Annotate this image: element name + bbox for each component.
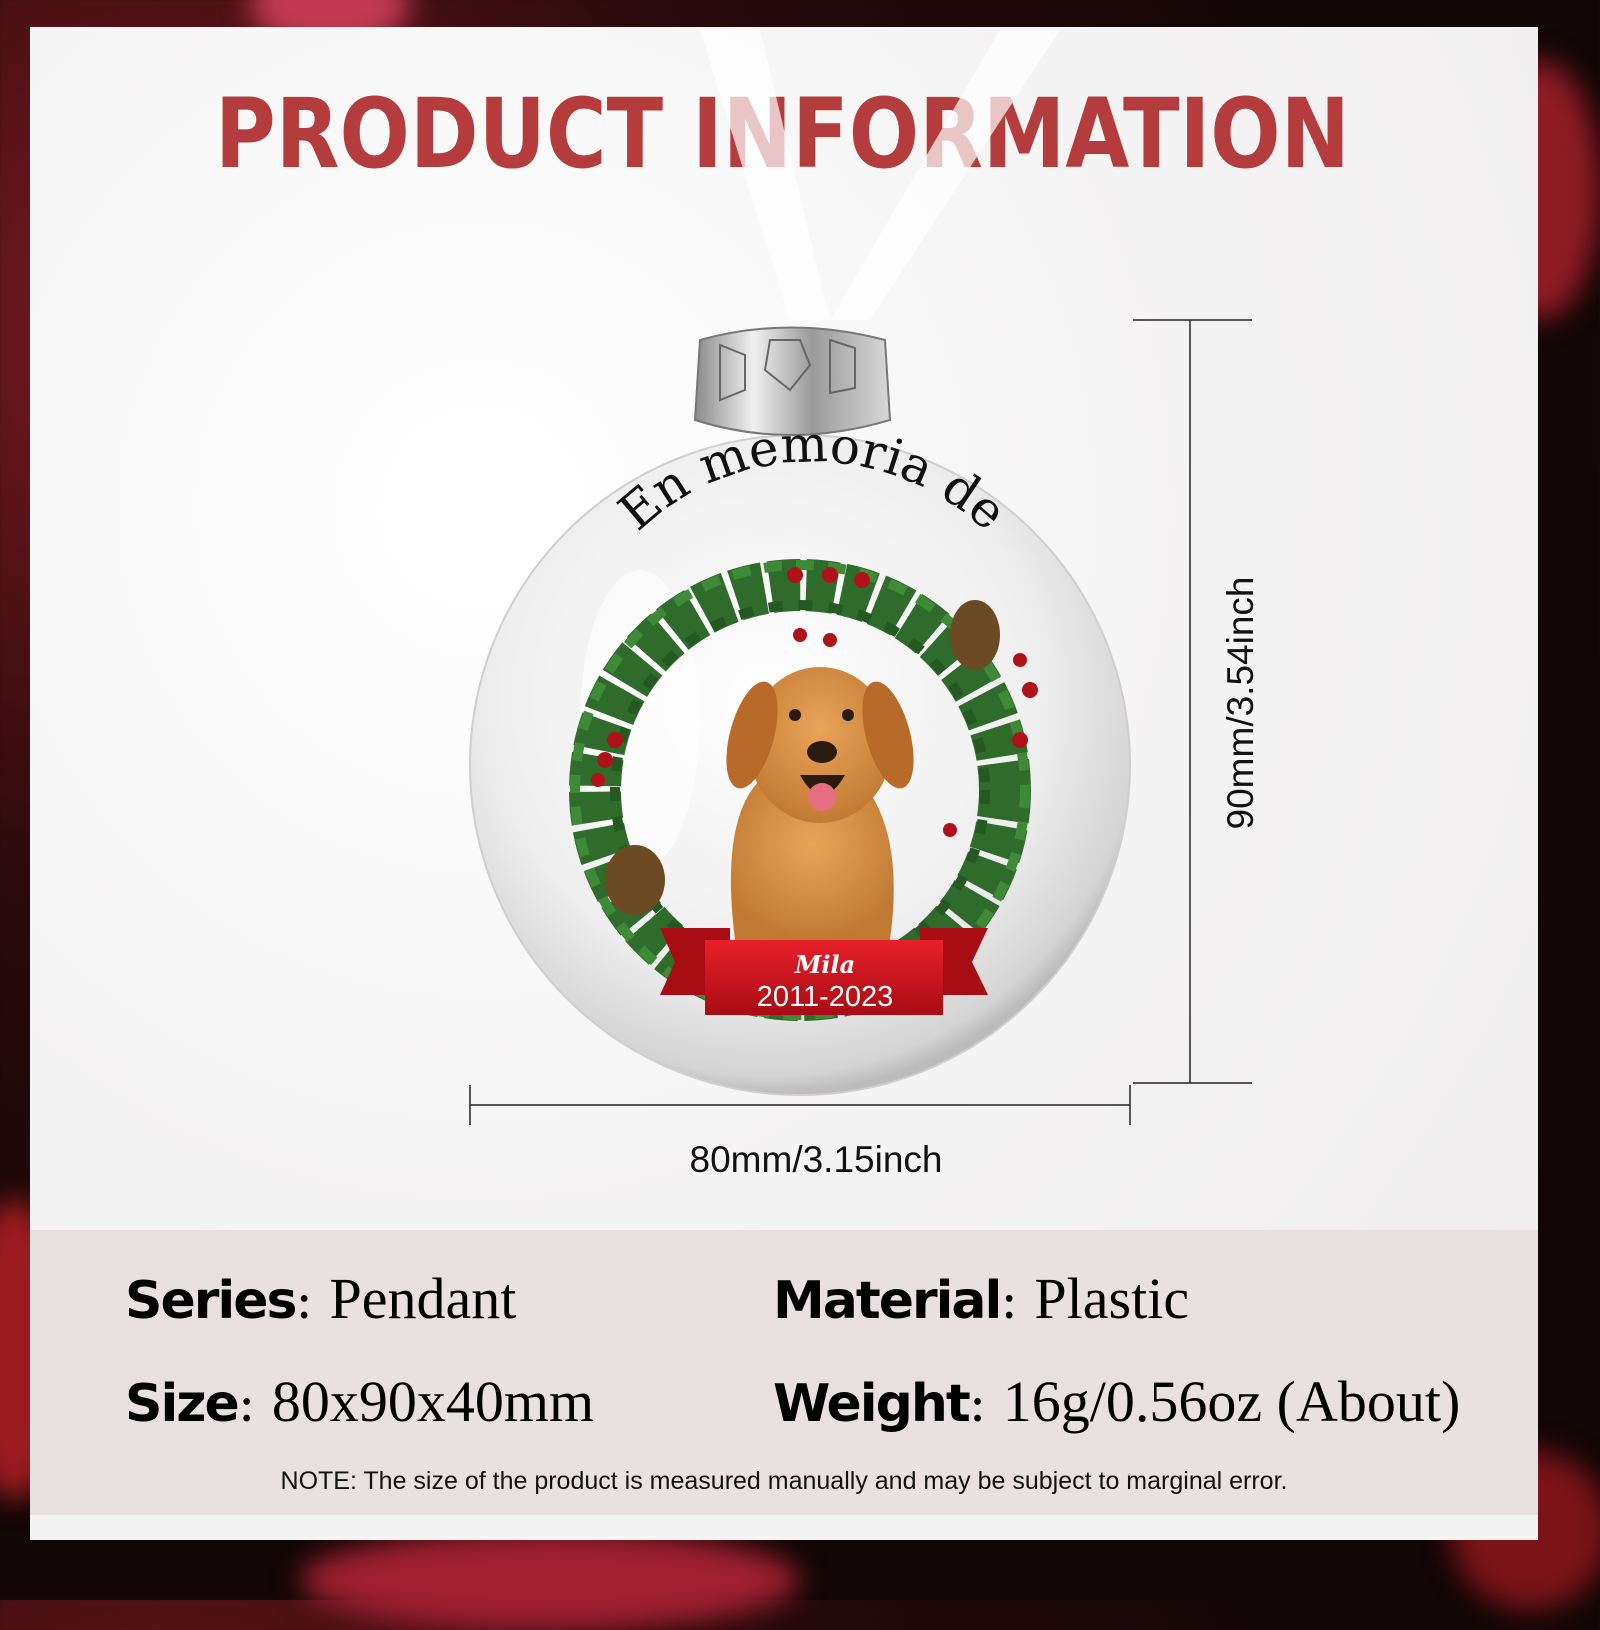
spec-label: Weight [773,1374,971,1434]
spec-label: Size [125,1374,240,1434]
measurement-note: NOTE: The size of the product is measure… [280,1467,1288,1495]
dog-photo [726,667,914,940]
spec-weight: Weight: 16g/0.56oz (About) [773,1369,1461,1434]
spec-size: Size: 80x90x40mm [125,1369,595,1434]
height-label: 90mm/3.54inch [1220,577,1261,830]
width-label: 80mm/3.15inch [690,1139,943,1180]
pine-cones [605,600,1000,915]
spec-band [30,1230,1538,1515]
spec-material: Material: Plastic [773,1266,1190,1331]
width-dimension-line [469,1085,1131,1125]
spec-value: Pendant [329,1266,517,1331]
berries [591,567,1038,837]
spec-value: 80x90x40mm [271,1369,595,1434]
spec-series: Series: Pendant [125,1266,517,1331]
hanging-ribbon [700,30,1060,320]
spec-value: Plastic [1034,1266,1190,1331]
name-banner [660,928,988,1015]
pet-name: Mila [794,950,855,979]
spec-value: 16g/0.56oz (About) [1002,1369,1461,1434]
spec-label: Material [773,1271,1002,1331]
spec-label: Series [125,1271,297,1331]
height-dimension-line [1133,319,1252,1084]
ornament-cap [693,326,892,436]
pet-years: 2011-2023 [757,981,894,1013]
